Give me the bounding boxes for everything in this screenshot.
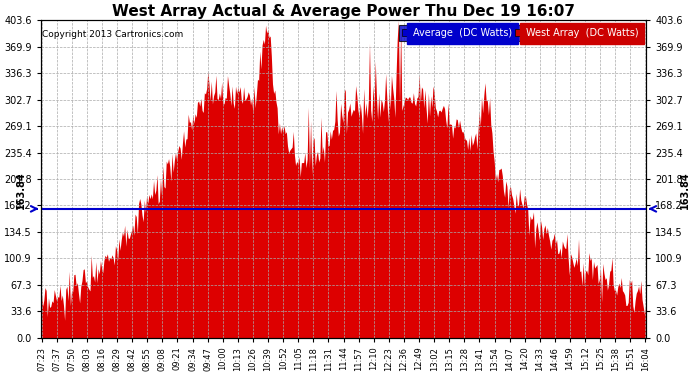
Text: 163.84: 163.84 <box>16 171 26 209</box>
Text: Copyright 2013 Cartronics.com: Copyright 2013 Cartronics.com <box>42 30 184 39</box>
Text: 163.84: 163.84 <box>680 171 690 209</box>
Title: West Array Actual & Average Power Thu Dec 19 16:07: West Array Actual & Average Power Thu De… <box>112 4 575 19</box>
Legend: Average  (DC Watts), West Array  (DC Watts): Average (DC Watts), West Array (DC Watts… <box>400 25 641 41</box>
